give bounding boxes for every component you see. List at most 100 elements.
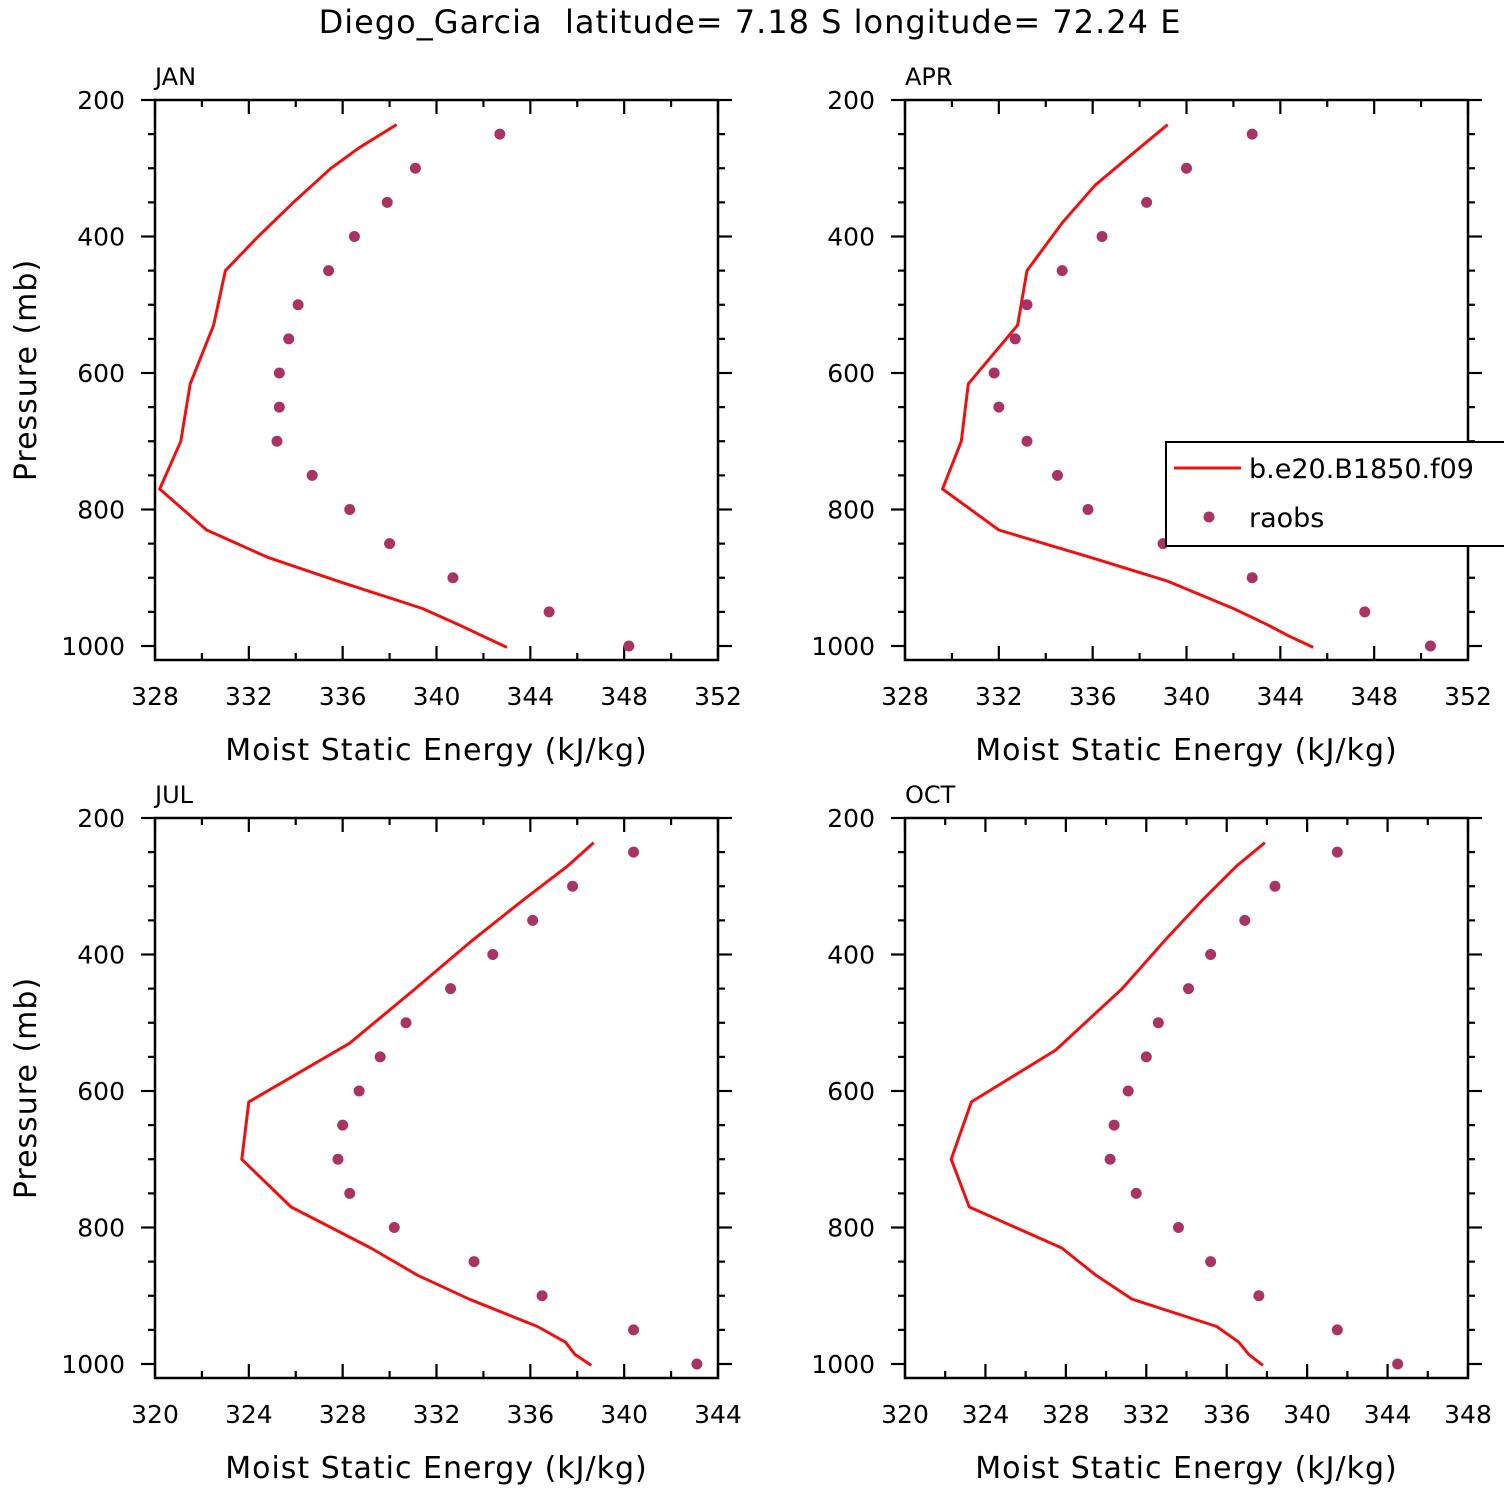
- raobs-point: [1130, 1187, 1142, 1199]
- x-tick-label: 340: [1163, 682, 1211, 711]
- raobs-point: [468, 1256, 480, 1268]
- x-axis-label: Moist Static Energy (kJ/kg): [225, 733, 648, 768]
- raobs-point: [1141, 196, 1153, 208]
- y-tick-label: 600: [827, 359, 875, 388]
- x-tick-label: 324: [225, 1400, 273, 1429]
- y-tick-label: 1000: [811, 632, 875, 661]
- y-tick-label: 800: [827, 1214, 875, 1243]
- x-tick-label: 352: [694, 682, 742, 711]
- raobs-point: [1331, 846, 1343, 858]
- y-tick-label: 800: [827, 496, 875, 525]
- raobs-point: [292, 299, 304, 311]
- x-tick-label: 332: [1122, 1400, 1170, 1429]
- legend: b.e20.B1850.f09 raobs: [1165, 441, 1504, 547]
- panels-container: JAN 328 332 336 340 344 348 352 200 400 600 800 1000…: [9, 63, 1492, 1486]
- raobs-point: [1122, 1085, 1134, 1097]
- raobs-point: [1359, 606, 1371, 618]
- y-tick-label: 600: [77, 359, 125, 388]
- legend-obs-label: raobs: [1249, 503, 1324, 534]
- raobs-point: [388, 1222, 400, 1233]
- y-tick-label: 1000: [61, 632, 125, 661]
- raobs-point: [273, 401, 285, 413]
- x-tick-label: 320: [881, 1400, 929, 1429]
- x-tick-label: 340: [1283, 1400, 1331, 1429]
- raobs-point: [1253, 1290, 1265, 1302]
- y-axis-label: Pressure (mb): [9, 977, 44, 1199]
- legend-box: [1165, 441, 1504, 547]
- x-tick-label: 344: [1256, 682, 1304, 711]
- raobs-point: [348, 231, 360, 242]
- raobs-point: [1056, 265, 1068, 277]
- raobs-point: [623, 640, 635, 652]
- x-tick-label: 340: [600, 1400, 648, 1429]
- raobs-point: [527, 914, 539, 926]
- panel-title: JUL: [153, 781, 194, 809]
- raobs-point: [628, 846, 640, 858]
- x-tick-label: 348: [1444, 1400, 1492, 1429]
- raobs-point: [271, 435, 283, 447]
- raobs-point: [400, 1017, 412, 1029]
- x-tick-label: 348: [1350, 682, 1398, 711]
- raobs-point: [1096, 231, 1108, 242]
- x-tick-label: 340: [413, 682, 461, 711]
- raobs-point: [1424, 640, 1436, 652]
- raobs-point: [494, 128, 506, 140]
- x-axis-label: Moist Static Energy (kJ/kg): [975, 1451, 1398, 1486]
- raobs-point: [567, 880, 579, 892]
- panel-jan: JAN 328 332 336 340 344 348 352 200 400 600 800 1000…: [9, 63, 742, 768]
- raobs-point: [1269, 880, 1281, 892]
- panel-title: OCT: [905, 781, 956, 809]
- raobs-point: [283, 333, 295, 345]
- y-tick-label: 200: [77, 86, 125, 115]
- raobs-point: [1331, 1324, 1343, 1336]
- x-tick-label: 344: [506, 682, 554, 711]
- panel-title: JAN: [153, 63, 196, 91]
- legend-obs-swatch: [1203, 511, 1215, 523]
- raobs-point: [1392, 1358, 1404, 1370]
- raobs-point: [1205, 1256, 1217, 1268]
- x-axis-label: Moist Static Energy (kJ/kg): [225, 1451, 648, 1486]
- y-tick-label: 1000: [811, 1350, 875, 1379]
- raobs-point: [1183, 983, 1195, 995]
- x-tick-label: 328: [131, 682, 179, 711]
- raobs-point: [1104, 1153, 1116, 1165]
- plot-frame: [903, 816, 1470, 1380]
- panel-title: APR: [905, 63, 953, 91]
- raobs-point: [1172, 1222, 1184, 1233]
- raobs-point: [447, 572, 459, 584]
- raobs-point: [1021, 435, 1033, 447]
- panel-apr: APR 328 332 336 340 344 348 352 200 400 600 800 1000…: [811, 63, 1491, 768]
- raobs-point: [323, 265, 335, 277]
- y-tick-label: 400: [77, 223, 125, 252]
- raobs-point: [993, 401, 1005, 413]
- raobs-point: [337, 1119, 349, 1131]
- raobs-point: [332, 1153, 344, 1165]
- raobs-point: [1051, 469, 1063, 481]
- x-tick-label: 336: [1069, 682, 1117, 711]
- x-tick-label: 336: [319, 682, 367, 711]
- y-tick-label: 1000: [61, 1350, 125, 1379]
- y-tick-label: 200: [77, 804, 125, 833]
- x-tick-label: 332: [413, 1400, 461, 1429]
- model-series-line: [240, 841, 595, 1367]
- raobs-point: [988, 367, 1000, 379]
- model-series-line: [158, 123, 508, 649]
- raobs-point: [1082, 504, 1094, 515]
- x-tick-label: 324: [962, 1400, 1010, 1429]
- x-tick-label: 328: [881, 682, 929, 711]
- x-tick-label: 332: [975, 682, 1023, 711]
- raobs-point: [273, 367, 285, 379]
- raobs-point: [1239, 914, 1251, 926]
- legend-model-label: b.e20.B1850.f09: [1249, 454, 1474, 485]
- x-tick-label: 336: [1203, 1400, 1251, 1429]
- raobs-point: [445, 983, 457, 995]
- raobs-point: [1108, 1119, 1120, 1131]
- raobs-point: [409, 162, 421, 174]
- raobs-point: [1181, 162, 1192, 174]
- x-tick-label: 352: [1444, 682, 1492, 711]
- x-tick-label: 344: [1364, 1400, 1412, 1429]
- raobs-point: [536, 1290, 548, 1302]
- panel-jul: JUL 320 324 328 332 336 340 344 200 400 600 800 1000…: [9, 781, 742, 1486]
- plot-frame: [153, 98, 720, 662]
- y-tick-label: 400: [827, 223, 875, 252]
